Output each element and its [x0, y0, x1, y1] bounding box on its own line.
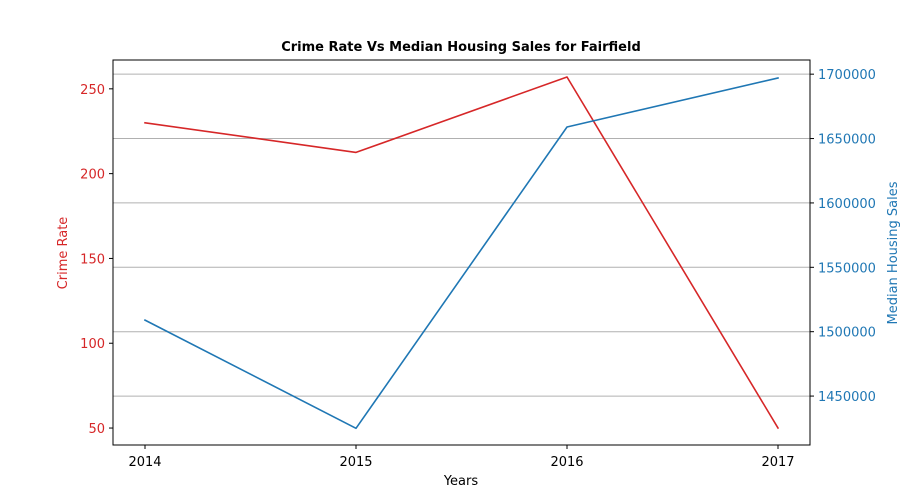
- left-tick-label: 50: [88, 422, 105, 437]
- plot-frame: [112, 59, 811, 446]
- left-tick-label: 100: [80, 337, 105, 352]
- crime-rate-line: [144, 76, 780, 430]
- x-axis-title: Years: [443, 474, 479, 489]
- x-axis-ticks: 2014 2015 2016 2017: [128, 445, 795, 470]
- left-axis-ticks: 50 100 150 200 250: [80, 83, 113, 437]
- x-tick-label: 2015: [339, 455, 372, 470]
- x-tick-label: 2017: [761, 455, 794, 470]
- median-housing-sales-line: [143, 77, 779, 430]
- right-y-axis-title: Median Housing Sales: [886, 181, 900, 324]
- x-tick-label: 2014: [128, 455, 161, 470]
- right-tick-label: 1600000: [818, 197, 876, 212]
- left-y-axis-title: Crime Rate: [56, 217, 71, 290]
- left-tick-label: 250: [80, 83, 105, 98]
- left-tick-label: 200: [80, 168, 105, 183]
- x-tick-label: 2016: [550, 455, 583, 470]
- series-lines: [143, 76, 780, 430]
- right-tick-label: 1550000: [818, 261, 876, 276]
- right-tick-label: 1500000: [818, 326, 876, 341]
- chart-title: Crime Rate Vs Median Housing Sales for F…: [281, 40, 641, 55]
- left-tick-label: 150: [80, 252, 105, 267]
- right-tick-label: 1650000: [818, 133, 876, 148]
- right-tick-label: 1700000: [818, 68, 876, 83]
- right-axis-ticks: 1450000 1500000 1550000 1600000 1650000 17000…: [810, 68, 876, 405]
- grid-lines: [113, 73, 810, 397]
- right-tick-label: 1450000: [818, 390, 876, 405]
